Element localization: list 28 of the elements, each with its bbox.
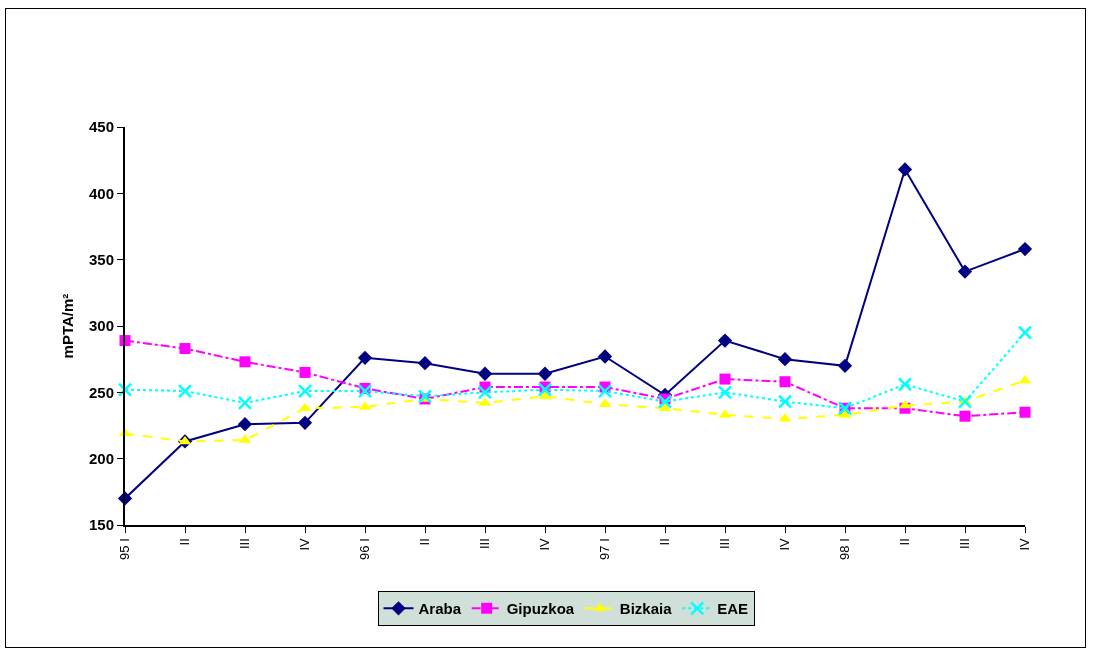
y-tick-label: 350 (88, 250, 114, 268)
x-tick-label: II (417, 538, 433, 546)
x-tick-label: II (657, 538, 673, 546)
x-tick-label: 98 I (837, 538, 853, 560)
x-tick-label: III (237, 538, 253, 550)
x-tick-label: IV (1017, 537, 1033, 551)
y-tick-label: 300 (88, 317, 114, 335)
x-tick-label: IV (777, 537, 793, 551)
legend-label: Gipuzkoa (506, 600, 575, 618)
x-tick-label: III (717, 538, 733, 550)
legend-label: Bizkaia (619, 600, 673, 618)
x-tick-label: IV (537, 537, 553, 551)
x-tick-label: 96 I (357, 538, 373, 560)
y-tick-label: 200 (88, 449, 114, 467)
x-tick-label: II (177, 538, 193, 546)
x-tick-label: 95 I (117, 538, 133, 560)
y-tick-label: 250 (88, 383, 114, 401)
x-tick-label: IV (297, 537, 313, 551)
x-tick-label: III (957, 538, 973, 550)
x-tick-label: III (477, 538, 493, 550)
legend-label: EAE (717, 600, 749, 618)
x-tick-label: II (897, 538, 913, 546)
y-tick-label: 150 (88, 516, 114, 534)
y-axis-title: mPTA/m² (58, 293, 76, 359)
y-tick-label: 450 (88, 118, 114, 136)
legend-label: Araba (418, 600, 462, 618)
y-tick-label: 400 (88, 184, 114, 202)
x-tick-label: 97 I (597, 538, 613, 560)
